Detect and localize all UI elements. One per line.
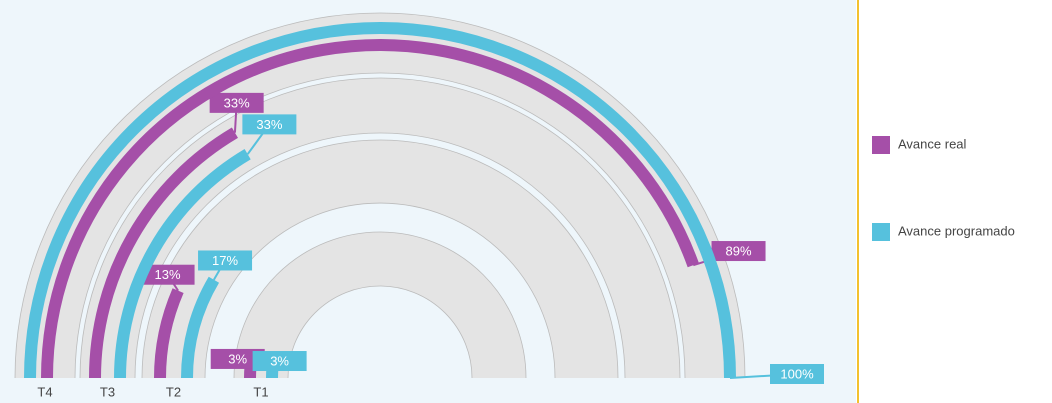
legend-swatch [872,223,890,241]
progress-arc [114,149,251,379]
value-label-box [242,114,297,135]
track-edge [74,72,686,379]
track-edge [233,231,527,379]
track-edge [79,77,681,379]
value-label-box [770,364,824,384]
progress-arc [89,127,238,379]
legend-swatch [872,136,890,154]
value-label: 89% [726,243,752,258]
category-label: T2 [166,384,181,399]
track-edge [204,202,556,379]
progress-arc [154,288,184,379]
value-label-box [209,92,264,113]
legend-label: Avance programado [898,223,1015,238]
value-label: 13% [155,267,181,282]
value-label-box [140,264,195,285]
track-edge [14,12,746,379]
value-label-box [198,250,253,271]
value-label: 17% [212,253,238,268]
category-label: T4 [37,384,52,399]
track [80,78,680,379]
track-edge [287,285,473,379]
value-label-box [711,241,766,262]
value-label-box [210,348,265,369]
category-label: T3 [100,384,115,399]
track-edge [134,132,626,379]
progress-arc [24,22,736,379]
value-label: 33% [224,95,250,110]
value-label: 33% [256,117,282,132]
progress-arc [41,39,699,379]
legend-label: Avance real [898,136,967,151]
value-label: 3% [270,353,289,368]
track [142,140,618,379]
value-label: 3% [228,351,247,366]
value-label: 100% [780,366,814,381]
track [234,232,526,379]
value-label-box [252,351,307,372]
progress-arc [181,276,220,379]
category-label: T1 [253,384,268,399]
